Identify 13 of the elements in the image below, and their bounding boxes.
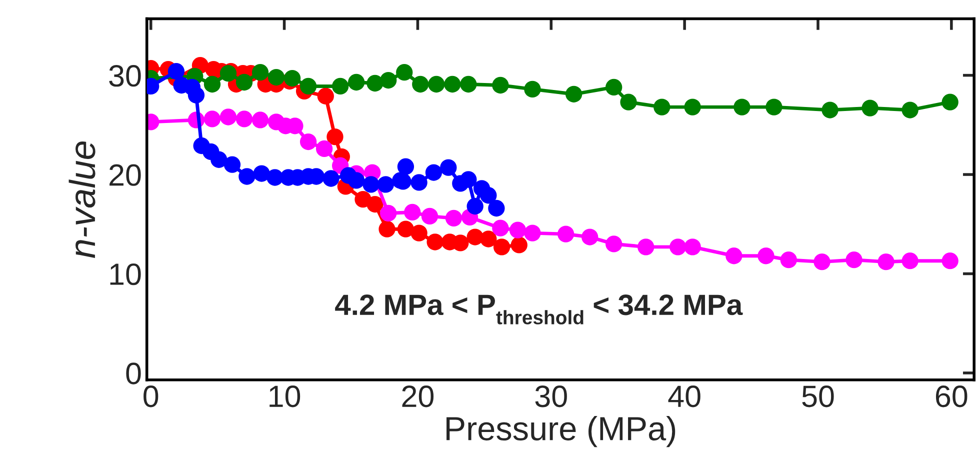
y-axis-title: n-value — [68, 141, 96, 258]
x-tick-label: 0 — [144, 386, 158, 408]
x-tick-label: 40 — [668, 386, 700, 408]
x-tick-label: 10 — [270, 386, 300, 408]
y-tick-label: 10 — [110, 263, 141, 286]
x-tick-label: 30 — [535, 386, 567, 408]
x-tick-label: 60 — [936, 386, 968, 408]
x-tick-label: 20 — [402, 386, 434, 408]
x-tick-label: 50 — [802, 386, 834, 408]
y-tick-label: 30 — [109, 65, 141, 87]
y-tick-label: 0 — [126, 362, 141, 384]
x-axis-title: Pressure (MPa) — [446, 416, 676, 448]
y-tick-label: 20 — [110, 164, 141, 186]
